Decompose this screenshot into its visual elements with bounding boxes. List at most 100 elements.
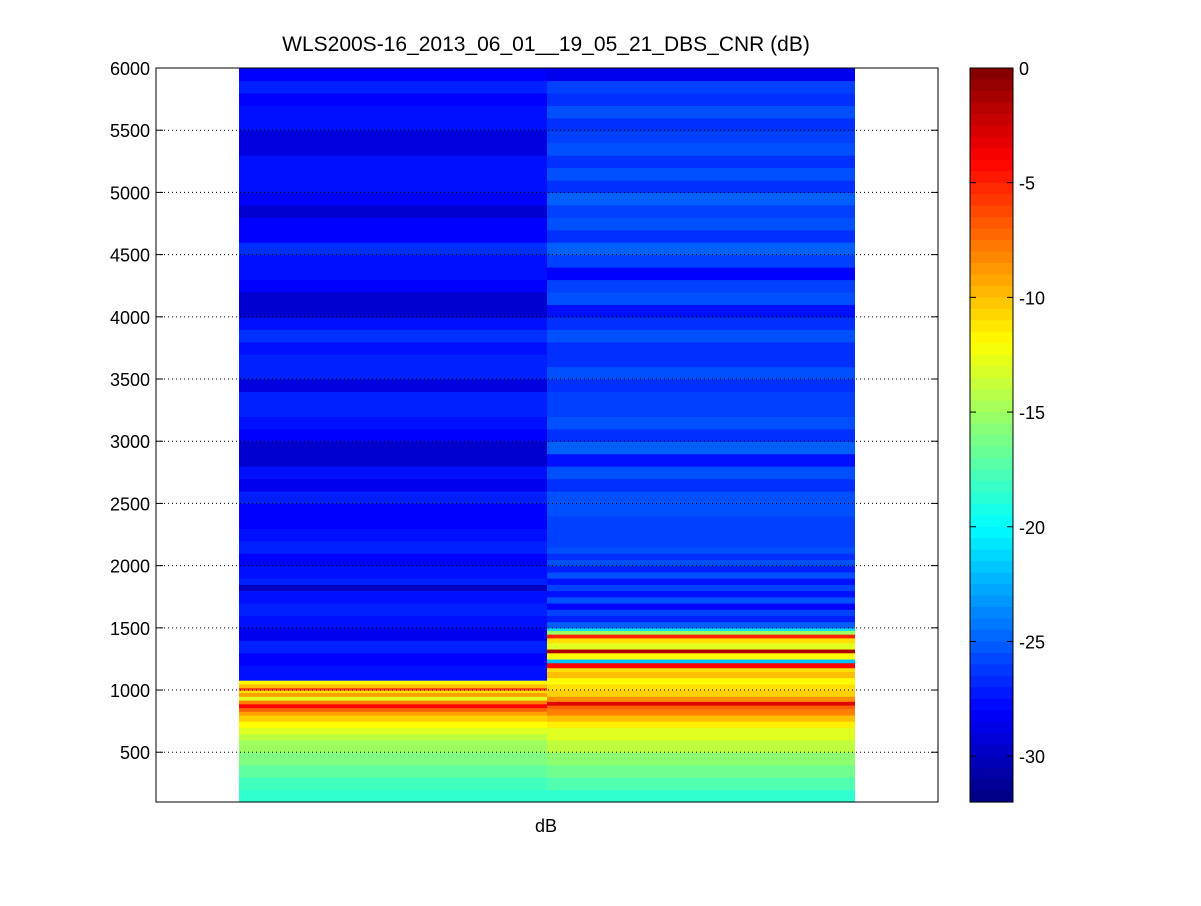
heatmap-cell bbox=[547, 316, 855, 330]
y-tick-label: 4500 bbox=[110, 246, 150, 266]
heatmap-cell bbox=[239, 703, 547, 709]
colorbar-segment bbox=[970, 584, 1013, 597]
y-tick-label: 4000 bbox=[110, 308, 150, 328]
colorbar-segment bbox=[970, 251, 1013, 264]
colorbar-segment bbox=[970, 320, 1013, 333]
colorbar-segment bbox=[970, 228, 1013, 241]
colorbar-segment bbox=[970, 68, 1013, 81]
heatmap-cell bbox=[239, 466, 547, 480]
heatmap-cell bbox=[547, 739, 855, 753]
colorbar-segment bbox=[970, 469, 1013, 482]
heatmap-cell bbox=[547, 366, 855, 380]
heatmap-cell bbox=[547, 428, 855, 442]
colorbar-segment bbox=[970, 308, 1013, 321]
colorbar-segment bbox=[970, 435, 1013, 448]
colorbar-segment bbox=[970, 538, 1013, 551]
colorbar-segment bbox=[970, 389, 1013, 402]
heatmap-cell bbox=[547, 677, 855, 685]
colorbar-segment bbox=[970, 457, 1013, 471]
heatmap-cell bbox=[239, 329, 547, 343]
colorbar-segment bbox=[970, 779, 1013, 792]
heatmap-cell bbox=[547, 329, 855, 343]
heatmap-cell bbox=[239, 490, 547, 505]
heatmap-cell bbox=[239, 615, 547, 629]
heatmap-cell bbox=[547, 515, 855, 548]
heatmap-cell bbox=[547, 727, 855, 741]
heatmap-cell bbox=[547, 596, 855, 604]
heatmap-cell bbox=[547, 466, 855, 480]
x-axis-label: dB bbox=[535, 816, 557, 836]
colorbar-tick-label: -30 bbox=[1019, 747, 1045, 767]
heatmap-cell bbox=[547, 379, 855, 393]
colorbar-segment bbox=[970, 744, 1013, 757]
heatmap-cell bbox=[239, 503, 547, 529]
colorbar-segment bbox=[970, 182, 1013, 195]
heatmap-cell bbox=[547, 637, 855, 644]
colorbar-segment bbox=[970, 790, 1013, 803]
heatmap-cell bbox=[547, 630, 855, 635]
colorbar-segment bbox=[970, 102, 1013, 115]
heatmap-cell bbox=[239, 80, 547, 94]
colorbar-segment bbox=[970, 756, 1013, 769]
heatmap-cell bbox=[239, 590, 547, 604]
heatmap-cell bbox=[239, 291, 547, 318]
heatmap-cell bbox=[239, 279, 547, 293]
colorbar-segment bbox=[970, 240, 1013, 253]
heatmap-cell bbox=[239, 665, 547, 681]
colorbar-segment bbox=[970, 675, 1013, 688]
colorbar-segment bbox=[970, 515, 1013, 528]
heatmap-cell bbox=[547, 559, 855, 567]
heatmap-cell bbox=[547, 602, 855, 610]
colorbar-segment bbox=[970, 159, 1013, 172]
heatmap-cell bbox=[239, 602, 547, 616]
heatmap-cell bbox=[239, 739, 547, 753]
colorbar-segment bbox=[970, 652, 1013, 665]
colorbar-segment bbox=[970, 343, 1013, 356]
y-axis: 500 1000 1500 2000 2500 3000 3500 4000 4500 5000 5… bbox=[110, 59, 938, 763]
heatmap bbox=[239, 68, 855, 803]
heatmap-cell bbox=[547, 752, 855, 766]
heatmap-cell bbox=[239, 92, 547, 106]
heatmap-cell bbox=[547, 117, 855, 131]
heatmap-cell bbox=[547, 571, 855, 579]
heatmap-cell bbox=[239, 441, 547, 467]
colorbar-segment bbox=[970, 125, 1013, 138]
heatmap-cell bbox=[547, 690, 855, 697]
heatmap-cell bbox=[239, 721, 547, 728]
heatmap-cell bbox=[547, 578, 855, 585]
heatmap-cell bbox=[547, 609, 855, 616]
heatmap-cell bbox=[547, 546, 855, 554]
colorbar-segment bbox=[970, 79, 1013, 92]
chart-title: WLS200S-16_2013_06_01__19_05_21_DBS_CNR … bbox=[282, 33, 810, 56]
colorbar-segment bbox=[970, 136, 1013, 149]
heatmap-cell bbox=[547, 304, 855, 318]
plot-frame bbox=[155, 67, 939, 803]
heatmap-cell bbox=[547, 217, 855, 231]
colorbar-segment bbox=[970, 721, 1013, 734]
colorbar-segment bbox=[970, 607, 1013, 620]
heatmap-cell bbox=[239, 155, 547, 193]
colorbar-tick-label: -10 bbox=[1019, 288, 1045, 308]
heatmap-cell bbox=[547, 229, 855, 243]
heatmap-cell bbox=[239, 204, 547, 218]
colorbar-segment bbox=[970, 767, 1013, 780]
y-tick-label: 3000 bbox=[110, 432, 150, 452]
colorbar-segment bbox=[970, 262, 1013, 276]
heatmap-cell bbox=[239, 680, 547, 685]
heatmap-cell bbox=[239, 752, 547, 766]
heatmap-cell bbox=[547, 696, 855, 702]
colorbar-tick-label: -15 bbox=[1019, 403, 1045, 423]
heatmap-cell bbox=[239, 242, 547, 256]
heatmap-cell bbox=[239, 192, 547, 206]
heatmap-cell bbox=[239, 391, 547, 417]
heatmap-cell bbox=[547, 671, 855, 679]
colorbar-segment bbox=[970, 412, 1013, 425]
heatmap-cell bbox=[547, 590, 855, 598]
heatmap-cell bbox=[239, 416, 547, 430]
colorbar-segment bbox=[970, 148, 1013, 161]
heatmap-cell bbox=[547, 584, 855, 592]
colorbar-segment bbox=[970, 423, 1013, 436]
heatmap-cell bbox=[239, 683, 547, 689]
colorbar-segment bbox=[970, 526, 1013, 539]
colorbar-segment bbox=[970, 492, 1013, 505]
